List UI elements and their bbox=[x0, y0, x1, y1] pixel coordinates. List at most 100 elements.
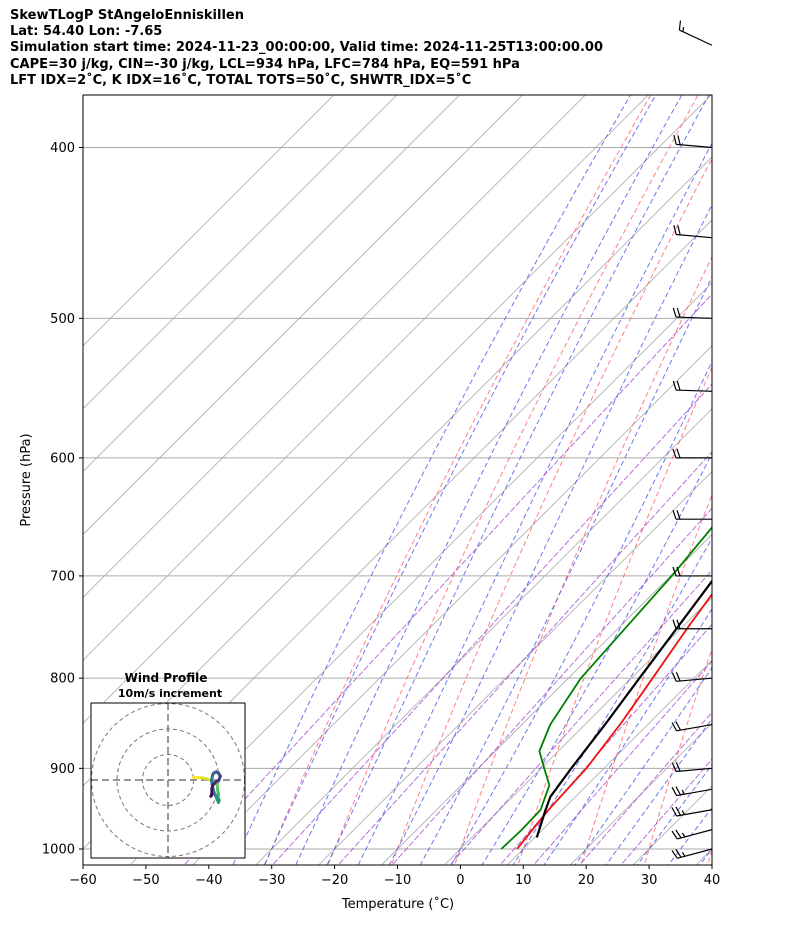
moist-adiabat bbox=[419, 275, 712, 865]
mixing-ratio-line bbox=[337, 451, 712, 865]
isotherm-line bbox=[632, 785, 712, 865]
mixing-ratio-line bbox=[449, 569, 712, 865]
mixing-ratio-line bbox=[578, 711, 712, 865]
temperature-line bbox=[516, 592, 712, 850]
x-tick-label: −60 bbox=[69, 873, 96, 888]
wind-barb bbox=[671, 786, 713, 797]
moist-adiabat bbox=[636, 763, 712, 865]
isotherm-line bbox=[506, 659, 712, 865]
isotherm-line bbox=[695, 848, 712, 865]
moist-adiabat bbox=[357, 142, 712, 865]
wind-barbs bbox=[671, 20, 713, 859]
wind-barb bbox=[671, 848, 713, 859]
title-station: SkewTLogP StAngeloEnniskillen bbox=[10, 8, 244, 23]
moist-adiabat bbox=[543, 607, 712, 865]
y-tick-label: 700 bbox=[50, 569, 75, 584]
axes: −60 −50 −40 −30 −20 −10 0 10 20 30 40 1000 900 800 700… bbox=[42, 141, 721, 888]
wind-barb bbox=[673, 134, 713, 149]
wind-barb bbox=[671, 806, 713, 817]
wind-barb bbox=[678, 20, 713, 46]
dry-adiabat bbox=[264, 95, 652, 865]
y-axis-label: Pressure (hPa) bbox=[19, 433, 34, 526]
y-tick-label: 800 bbox=[50, 672, 75, 687]
y-tick-label: 600 bbox=[50, 451, 75, 466]
dewpoint-line bbox=[500, 526, 712, 850]
mixing-ratio-line bbox=[391, 507, 712, 865]
dry-adiabat bbox=[644, 647, 712, 865]
hodograph-inset: Wind Profile 10m/s increment bbox=[90, 671, 246, 859]
dry-adiabat bbox=[517, 365, 712, 865]
isotherm-line bbox=[443, 596, 712, 865]
x-tick-label: 0 bbox=[456, 873, 464, 888]
wind-barb bbox=[671, 672, 713, 682]
x-tick-label: 20 bbox=[578, 873, 595, 888]
y-tick-label: 400 bbox=[50, 141, 75, 156]
moist-adiabat bbox=[574, 666, 712, 865]
hodograph-subtitle: 10m/s increment bbox=[118, 687, 222, 700]
x-tick-label: 10 bbox=[515, 873, 532, 888]
moist-adiabat bbox=[698, 848, 712, 865]
moist-adiabat bbox=[667, 807, 712, 865]
isotherm-line bbox=[83, 95, 712, 724]
moist-adiabat bbox=[708, 0, 794, 894]
isotherm-line bbox=[192, 345, 712, 865]
moist-adiabat bbox=[326, 95, 710, 865]
isotherm-line bbox=[83, 219, 712, 850]
hodograph-segment bbox=[209, 792, 214, 798]
mixing-ratio-line bbox=[271, 383, 712, 865]
isotherm-line bbox=[83, 95, 586, 598]
isotherm-line bbox=[255, 408, 712, 865]
title-times: Simulation start time: 2024-11-23_00:00:… bbox=[10, 40, 603, 55]
mixing-ratio-line bbox=[183, 293, 712, 865]
x-tick-label: −30 bbox=[258, 873, 285, 888]
dry-adiabat bbox=[707, 847, 712, 865]
isotherm-line bbox=[380, 533, 712, 865]
background-grid bbox=[83, 0, 794, 894]
y-tick-label: 900 bbox=[50, 762, 75, 777]
moist-adiabat bbox=[605, 717, 712, 865]
wind-barb bbox=[672, 307, 713, 319]
moist-adiabat bbox=[263, 95, 657, 865]
wind-barb bbox=[672, 566, 712, 577]
x-tick-label: −20 bbox=[321, 873, 348, 888]
isotherm-line bbox=[129, 282, 712, 865]
y-tick-label: 1000 bbox=[42, 843, 75, 858]
title-latlon: Lat: 54.40 Lon: -7.65 bbox=[10, 24, 163, 39]
isotherm-line bbox=[83, 95, 649, 661]
wind-barb bbox=[672, 380, 713, 392]
x-tick-label: −40 bbox=[195, 873, 222, 888]
title-indices: LFT IDX=2˚C, K IDX=16˚C, TOTAL TOTS=50˚C… bbox=[10, 73, 472, 88]
wind-barb bbox=[672, 448, 712, 459]
x-tick-label: −10 bbox=[384, 873, 411, 888]
x-axis-label: Temperature (˚C) bbox=[341, 896, 454, 912]
mixing-ratio-line bbox=[532, 660, 712, 865]
moist-adiabat bbox=[295, 95, 683, 865]
moist-adiabat bbox=[481, 452, 712, 865]
mixing-ratio-line bbox=[499, 623, 712, 865]
mixing-ratio-line bbox=[620, 758, 712, 865]
hodograph-title: Wind Profile bbox=[125, 671, 208, 685]
isotherm-line bbox=[318, 471, 712, 865]
moist-adiabat bbox=[512, 537, 712, 865]
wind-barb bbox=[671, 721, 713, 732]
wind-barb bbox=[673, 225, 713, 239]
moist-adiabat bbox=[232, 95, 632, 865]
wind-barb bbox=[671, 762, 713, 773]
wind-barb bbox=[671, 829, 713, 840]
isotherm-line bbox=[569, 722, 712, 865]
moist-adiabat bbox=[450, 360, 712, 865]
x-tick-label: 40 bbox=[704, 873, 721, 888]
isotherm-line bbox=[83, 156, 712, 787]
dry-adiabat bbox=[580, 493, 712, 865]
dry-adiabat bbox=[764, 0, 794, 894]
dry-adiabat bbox=[327, 95, 699, 865]
parcel-line bbox=[535, 579, 712, 838]
x-tick-label: −50 bbox=[132, 873, 159, 888]
moist-adiabat bbox=[388, 203, 712, 865]
y-tick-label: 500 bbox=[50, 312, 75, 327]
x-tick-label: 30 bbox=[641, 873, 658, 888]
profile-lines bbox=[500, 526, 712, 850]
dry-adiabat bbox=[454, 255, 712, 865]
isotherm-line bbox=[730, 0, 794, 894]
